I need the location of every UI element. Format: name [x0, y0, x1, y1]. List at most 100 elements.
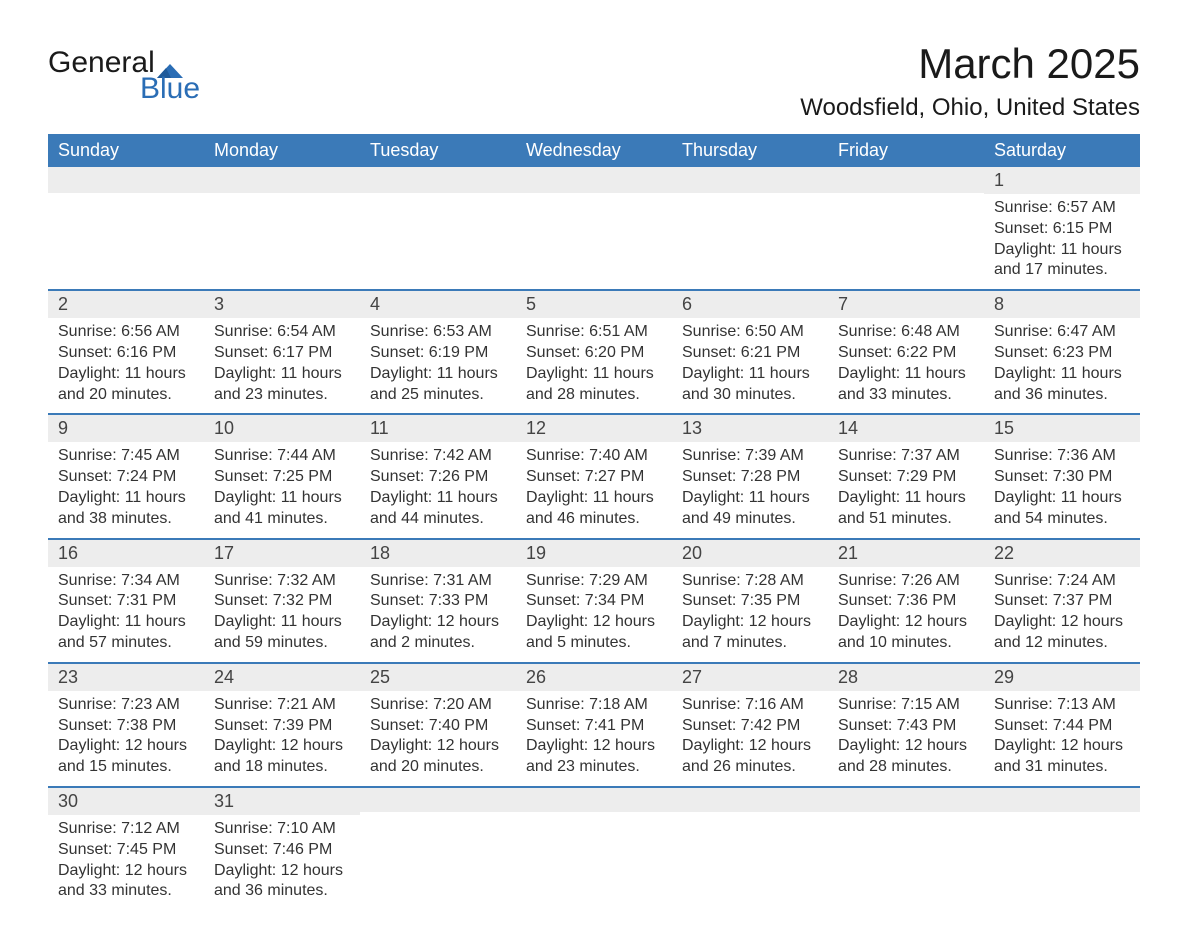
sunrise-text: Sunrise: 6:51 AM: [526, 322, 662, 343]
day-number: 13: [672, 413, 828, 442]
day-number: [672, 167, 828, 193]
daylight-text: Daylight: 11 hours: [370, 488, 506, 509]
sunset-text: Sunset: 7:29 PM: [838, 467, 974, 488]
day-number: 29: [984, 662, 1140, 691]
sunset-text: Sunset: 7:42 PM: [682, 716, 818, 737]
day-header: Sunday: [48, 134, 204, 167]
day-number: [516, 786, 672, 812]
daylight-text: and 2 minutes.: [370, 633, 506, 654]
daylight-text: and 41 minutes.: [214, 509, 350, 530]
day-number: 3: [204, 289, 360, 318]
day-number: 7: [828, 289, 984, 318]
daylight-text: Daylight: 12 hours: [838, 612, 974, 633]
daylight-text: Daylight: 11 hours: [838, 364, 974, 385]
day-details: Sunrise: 6:47 AMSunset: 6:23 PMDaylight:…: [984, 318, 1140, 413]
daylight-text: and 51 minutes.: [838, 509, 974, 530]
sunrise-text: Sunrise: 7:20 AM: [370, 695, 506, 716]
daylight-text: Daylight: 11 hours: [370, 364, 506, 385]
calendar-daynum-row: 1: [48, 167, 1140, 194]
calendar-daynum-row: 2345678: [48, 289, 1140, 318]
daylight-text: and 23 minutes.: [214, 385, 350, 406]
sunrise-text: Sunrise: 6:53 AM: [370, 322, 506, 343]
day-header: Wednesday: [516, 134, 672, 167]
day-details: Sunrise: 7:28 AMSunset: 7:35 PMDaylight:…: [672, 567, 828, 662]
sunset-text: Sunset: 7:35 PM: [682, 591, 818, 612]
day-details: Sunrise: 7:15 AMSunset: 7:43 PMDaylight:…: [828, 691, 984, 786]
calendar-detail-row: Sunrise: 7:34 AMSunset: 7:31 PMDaylight:…: [48, 567, 1140, 662]
daylight-text: and 12 minutes.: [994, 633, 1130, 654]
daylight-text: and 44 minutes.: [370, 509, 506, 530]
daylight-text: Daylight: 11 hours: [682, 364, 818, 385]
sunset-text: Sunset: 7:31 PM: [58, 591, 194, 612]
daylight-text: Daylight: 11 hours: [994, 240, 1130, 261]
sunset-text: Sunset: 7:33 PM: [370, 591, 506, 612]
day-details: Sunrise: 7:44 AMSunset: 7:25 PMDaylight:…: [204, 442, 360, 537]
day-details: Sunrise: 6:51 AMSunset: 6:20 PMDaylight:…: [516, 318, 672, 413]
day-details: [204, 194, 360, 206]
day-details: Sunrise: 7:26 AMSunset: 7:36 PMDaylight:…: [828, 567, 984, 662]
sunset-text: Sunset: 7:30 PM: [994, 467, 1130, 488]
daylight-text: and 54 minutes.: [994, 509, 1130, 530]
day-details: Sunrise: 6:54 AMSunset: 6:17 PMDaylight:…: [204, 318, 360, 413]
sunrise-text: Sunrise: 7:21 AM: [214, 695, 350, 716]
day-details: Sunrise: 7:16 AMSunset: 7:42 PMDaylight:…: [672, 691, 828, 786]
calendar-body: 1Sunrise: 6:57 AMSunset: 6:15 PMDaylight…: [48, 167, 1140, 910]
day-details: Sunrise: 6:50 AMSunset: 6:21 PMDaylight:…: [672, 318, 828, 413]
daylight-text: and 7 minutes.: [682, 633, 818, 654]
daylight-text: Daylight: 12 hours: [214, 736, 350, 757]
daylight-text: and 17 minutes.: [994, 260, 1130, 281]
day-details: [360, 815, 516, 827]
sunrise-text: Sunrise: 6:48 AM: [838, 322, 974, 343]
day-details: Sunrise: 7:20 AMSunset: 7:40 PMDaylight:…: [360, 691, 516, 786]
sunset-text: Sunset: 7:44 PM: [994, 716, 1130, 737]
daylight-text: and 18 minutes.: [214, 757, 350, 778]
sunrise-text: Sunrise: 6:57 AM: [994, 198, 1130, 219]
daylight-text: Daylight: 12 hours: [370, 612, 506, 633]
sunset-text: Sunset: 7:34 PM: [526, 591, 662, 612]
sunrise-text: Sunrise: 6:47 AM: [994, 322, 1130, 343]
page-header: General Blue March 2025 Woodsfield, Ohio…: [48, 40, 1140, 122]
sunrise-text: Sunrise: 7:13 AM: [994, 695, 1130, 716]
daylight-text: Daylight: 11 hours: [682, 488, 818, 509]
day-number: 1: [984, 167, 1140, 194]
day-number: [828, 167, 984, 193]
sunset-text: Sunset: 6:21 PM: [682, 343, 818, 364]
day-number: [204, 167, 360, 193]
day-details: [516, 815, 672, 827]
day-number: 21: [828, 538, 984, 567]
sunset-text: Sunset: 6:16 PM: [58, 343, 194, 364]
day-number: 6: [672, 289, 828, 318]
day-details: Sunrise: 7:36 AMSunset: 7:30 PMDaylight:…: [984, 442, 1140, 537]
daylight-text: and 33 minutes.: [838, 385, 974, 406]
sunrise-text: Sunrise: 7:44 AM: [214, 446, 350, 467]
daylight-text: and 57 minutes.: [58, 633, 194, 654]
day-number: 27: [672, 662, 828, 691]
day-number: 28: [828, 662, 984, 691]
day-number: 5: [516, 289, 672, 318]
calendar-detail-row: Sunrise: 6:56 AMSunset: 6:16 PMDaylight:…: [48, 318, 1140, 413]
sunrise-text: Sunrise: 7:12 AM: [58, 819, 194, 840]
sunset-text: Sunset: 7:24 PM: [58, 467, 194, 488]
daylight-text: and 33 minutes.: [58, 881, 194, 902]
day-number: 26: [516, 662, 672, 691]
day-details: Sunrise: 7:29 AMSunset: 7:34 PMDaylight:…: [516, 567, 672, 662]
brand-logo: General Blue: [48, 48, 200, 104]
daylight-text: Daylight: 11 hours: [994, 364, 1130, 385]
daylight-text: and 59 minutes.: [214, 633, 350, 654]
daylight-text: Daylight: 11 hours: [214, 364, 350, 385]
daylight-text: Daylight: 12 hours: [838, 736, 974, 757]
sunset-text: Sunset: 7:25 PM: [214, 467, 350, 488]
daylight-text: and 25 minutes.: [370, 385, 506, 406]
sunrise-text: Sunrise: 6:54 AM: [214, 322, 350, 343]
sunset-text: Sunset: 7:43 PM: [838, 716, 974, 737]
daylight-text: and 46 minutes.: [526, 509, 662, 530]
daylight-text: Daylight: 12 hours: [214, 861, 350, 882]
daylight-text: and 36 minutes.: [994, 385, 1130, 406]
sunset-text: Sunset: 7:32 PM: [214, 591, 350, 612]
day-details: Sunrise: 7:23 AMSunset: 7:38 PMDaylight:…: [48, 691, 204, 786]
day-number: [360, 167, 516, 193]
calendar-detail-row: Sunrise: 7:12 AMSunset: 7:45 PMDaylight:…: [48, 815, 1140, 910]
daylight-text: Daylight: 12 hours: [526, 736, 662, 757]
day-details: Sunrise: 7:39 AMSunset: 7:28 PMDaylight:…: [672, 442, 828, 537]
sunset-text: Sunset: 7:39 PM: [214, 716, 350, 737]
